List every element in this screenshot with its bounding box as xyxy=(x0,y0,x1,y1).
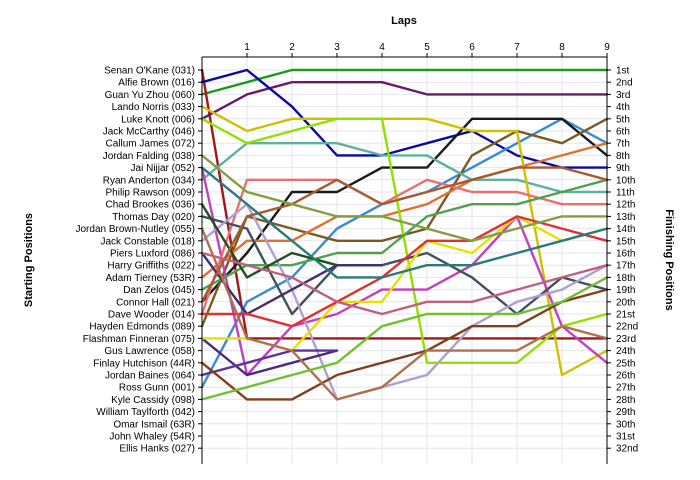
starting-position-label: Jack McCarthy (046) xyxy=(103,127,195,138)
series-line-1 xyxy=(200,68,609,96)
starting-position-label: Luke Knott (006) xyxy=(121,114,195,125)
starting-position-label: Callum James (072) xyxy=(106,139,195,150)
x-tick-label: 9 xyxy=(604,42,610,53)
finishing-position-label: 26th xyxy=(616,371,635,382)
finishing-position-labels: 1st2nd3rd4th5th6th7th8th9th10th11th12th1… xyxy=(616,66,638,455)
starting-position-label: Connor Hall (021) xyxy=(116,297,195,308)
finishing-position-label: 15th xyxy=(616,236,635,247)
finishing-position-label: 17th xyxy=(616,261,635,272)
starting-position-label: Finlay Hutchison (44R) xyxy=(93,358,195,369)
starting-position-label: Philip Rawson (009) xyxy=(106,188,196,199)
y-axis-label-left: Starting Positions xyxy=(23,213,35,307)
series-layer xyxy=(200,68,609,401)
finishing-position-label: 31st xyxy=(616,432,635,443)
finishing-position-label: 24th xyxy=(616,346,635,357)
series-line-11 xyxy=(200,117,609,364)
starting-position-label: Chad Brookes (036) xyxy=(106,200,196,211)
finishing-position-label: 30th xyxy=(616,419,635,430)
starting-position-label: Gus Lawrence (058) xyxy=(104,346,195,357)
finishing-position-label: 20th xyxy=(616,297,635,308)
finishing-position-label: 22nd xyxy=(616,322,638,333)
finishing-position-label: 14th xyxy=(616,224,635,235)
finishing-position-label: 29th xyxy=(616,407,635,418)
starting-position-label: Hayden Edmonds (089) xyxy=(89,322,195,333)
starting-position-label: Senan O'Kane (031) xyxy=(104,66,195,77)
starting-position-label: Flashman Finneran (075) xyxy=(83,334,195,345)
series-line-16 xyxy=(200,203,609,401)
series-line-22 xyxy=(200,349,339,377)
axes xyxy=(198,53,611,464)
finishing-position-label: 8th xyxy=(616,151,630,162)
series-line-12 xyxy=(200,166,609,377)
x-tick-label: 1 xyxy=(244,42,250,53)
chart-title: Laps xyxy=(391,15,417,27)
starting-position-label: Jack Constable (018) xyxy=(101,236,196,247)
series-line-24 xyxy=(200,227,609,401)
starting-position-label: Jordan Falding (038) xyxy=(103,151,195,162)
series-line-28 xyxy=(200,251,609,316)
series-line-10 xyxy=(200,105,609,377)
x-tick-label: 3 xyxy=(334,42,340,53)
starting-position-label: Ross Gunn (001) xyxy=(119,383,195,394)
starting-position-label: Harry Griffiths (022) xyxy=(107,261,195,272)
finishing-position-label: 1st xyxy=(616,66,630,77)
finishing-position-label: 18th xyxy=(616,273,635,284)
starting-position-label: Ryan Anderton (034) xyxy=(103,175,195,186)
finishing-position-label: 6th xyxy=(616,127,630,138)
x-tick-label: 5 xyxy=(424,42,430,53)
x-tick-labels: 1 2 3 4 5 6 7 8 9 xyxy=(244,42,610,53)
starting-position-label: Dan Zelos (045) xyxy=(123,285,195,296)
finishing-position-label: 11th xyxy=(616,188,635,199)
starting-position-labels: Senan O'Kane (031)Alfie Brown (016)Guan … xyxy=(76,66,196,455)
finishing-position-label: 5th xyxy=(616,114,630,125)
series-line-19 xyxy=(200,251,384,316)
x-tick-label: 6 xyxy=(469,42,475,53)
series-line-8 xyxy=(200,142,609,279)
starting-position-label: Alfie Brown (016) xyxy=(118,78,195,89)
finishing-position-label: 25th xyxy=(616,358,635,369)
starting-position-label: John Whaley (54R) xyxy=(109,432,195,443)
finishing-position-label: 9th xyxy=(616,163,630,174)
finishing-position-label: 7th xyxy=(616,139,630,150)
starting-position-label: Adam Tierney (53R) xyxy=(106,273,195,284)
finishing-position-label: 19th xyxy=(616,285,635,296)
finishing-position-label: 13th xyxy=(616,212,635,223)
finishing-position-label: 4th xyxy=(616,102,630,113)
starting-position-label: Omar Ismail (63R) xyxy=(113,419,195,430)
y-axis-label-right: Finishing Positions xyxy=(663,209,675,310)
x-tick-label: 8 xyxy=(559,42,565,53)
finishing-position-label: 28th xyxy=(616,395,635,406)
starting-position-label: Dave Wooder (014) xyxy=(108,310,195,321)
x-tick-label: 4 xyxy=(379,42,385,53)
finishing-position-label: 23rd xyxy=(616,334,636,345)
x-tick-label: 2 xyxy=(289,42,295,53)
series-line-27 xyxy=(200,166,609,279)
starting-position-label: Kyle Cassidy (098) xyxy=(111,395,195,406)
finishing-position-label: 10th xyxy=(616,175,635,186)
finishing-position-label: 21st xyxy=(616,310,635,321)
starting-position-label: Jai Nijjar (052) xyxy=(131,163,195,174)
finishing-position-label: 27th xyxy=(616,383,635,394)
finishing-position-label: 16th xyxy=(616,249,635,260)
starting-position-label: William Taylforth (042) xyxy=(96,407,195,418)
series-line-9 xyxy=(200,142,609,194)
starting-position-label: Ellis Hanks (027) xyxy=(119,444,195,455)
x-tick-label: 7 xyxy=(514,42,520,53)
finishing-position-label: 12th xyxy=(616,200,635,211)
finishing-position-label: 2nd xyxy=(616,78,633,89)
series-line-29 xyxy=(200,154,609,242)
starting-position-label: Lando Norris (033) xyxy=(112,102,195,113)
starting-position-label: Jordan Brown-Nutley (055) xyxy=(76,224,196,235)
series-line-17 xyxy=(200,337,339,377)
series-line-23 xyxy=(200,288,609,401)
finishing-position-label: 3rd xyxy=(616,90,630,101)
finishing-position-label: 32nd xyxy=(616,444,638,455)
series-line-25 xyxy=(200,276,609,401)
series-line-26 xyxy=(200,166,609,303)
starting-position-label: Thomas Day (020) xyxy=(112,212,195,223)
starting-position-label: Jordan Baines (064) xyxy=(105,371,195,382)
starting-position-label: Guan Yu Zhou (060) xyxy=(105,90,195,101)
starting-position-label: Piers Luxford (086) xyxy=(110,249,195,260)
